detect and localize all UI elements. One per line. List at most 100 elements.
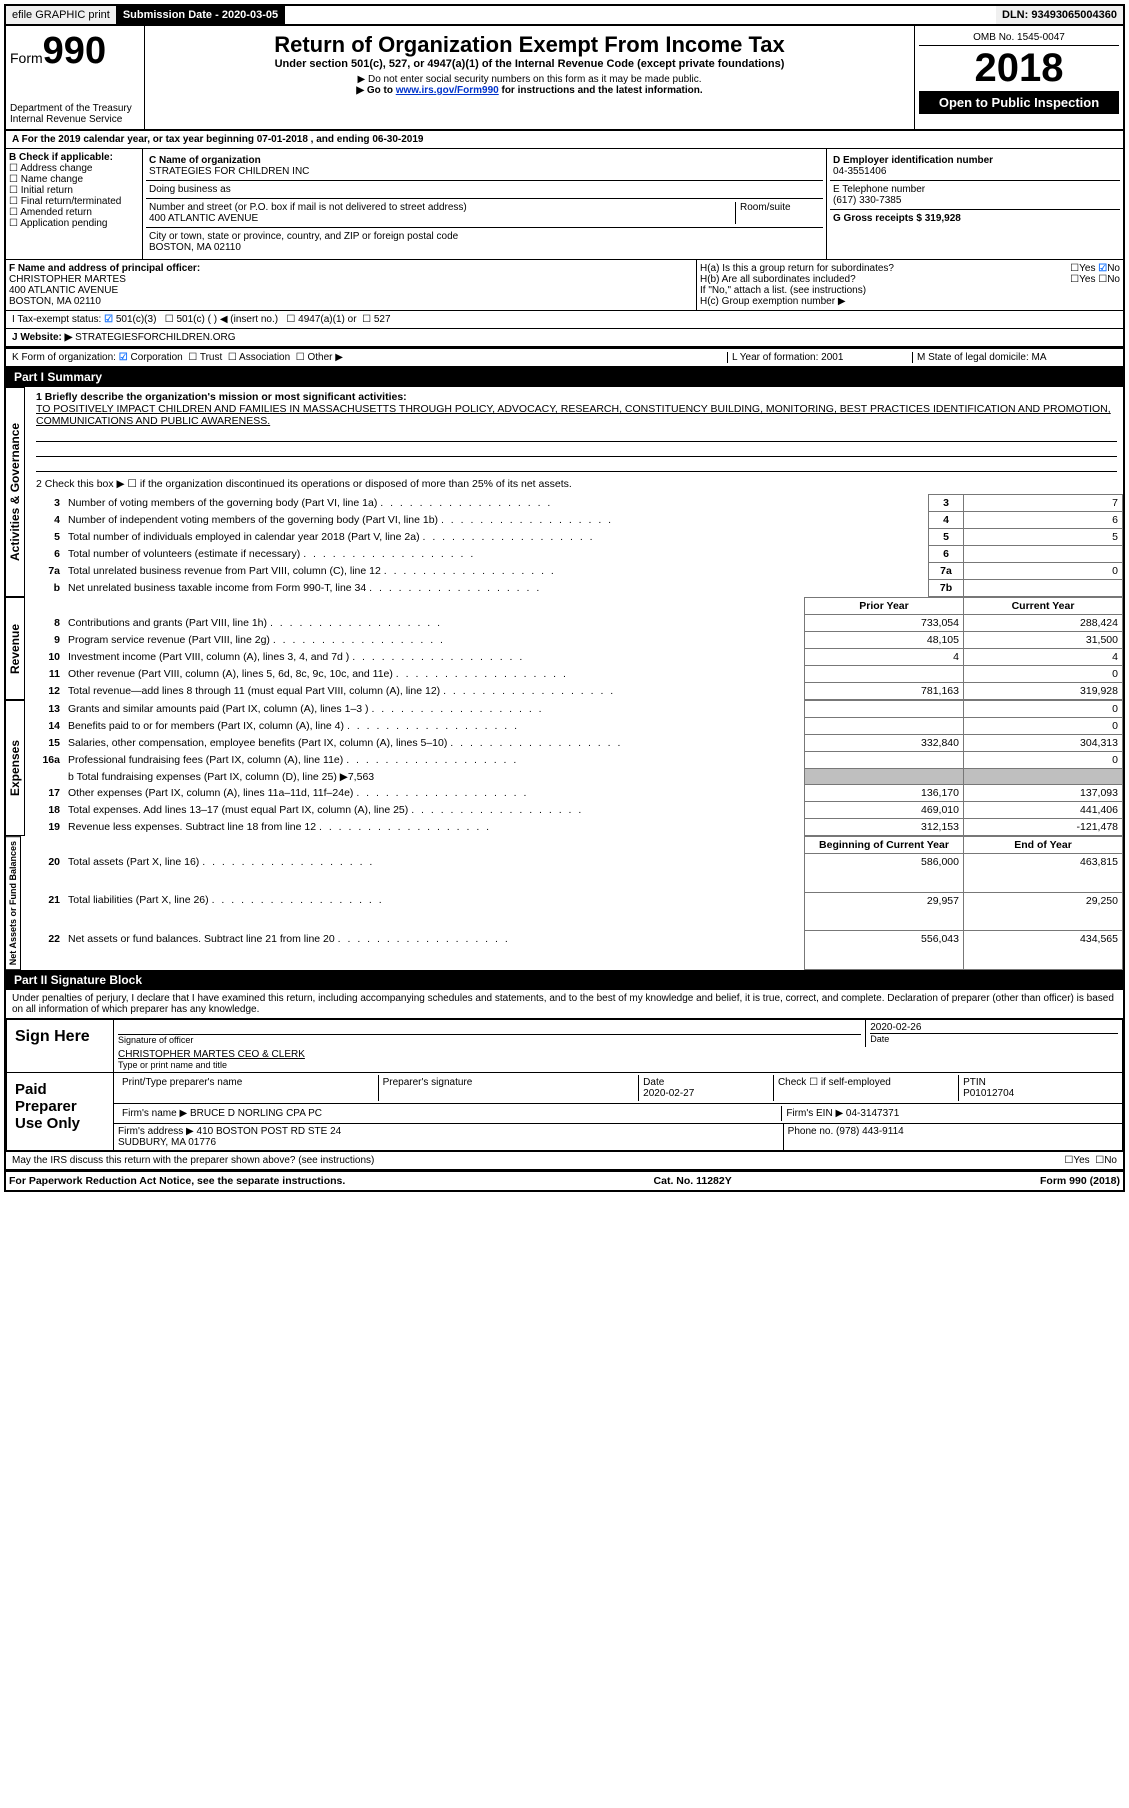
discuss-row: May the IRS discuss this return with the…	[6, 1152, 1123, 1170]
prep-sig-label: Preparer's signature	[379, 1075, 640, 1101]
tax-exempt-row: I Tax-exempt status: ☑ 501(c)(3) ☐ 501(c…	[6, 311, 1123, 329]
opt-name-change[interactable]: ☐ Name change	[9, 174, 139, 185]
subtitle: Under section 501(c), 527, or 4947(a)(1)…	[151, 58, 908, 70]
hdr-prior: Prior Year	[805, 598, 964, 615]
opt-final[interactable]: ☐ Final return/terminated	[9, 196, 139, 207]
footer-right: Form 990 (2018)	[1040, 1175, 1120, 1187]
opt-label: Final return/terminated	[21, 196, 122, 207]
box-de: D Employer identification number 04-3551…	[827, 149, 1123, 259]
opt-label: Address change	[20, 163, 92, 174]
opt-label: Application pending	[20, 218, 107, 229]
yes-label: Yes	[1079, 263, 1095, 274]
side-netassets: Net Assets or Fund Balances	[6, 836, 21, 970]
tax-year: 2018	[919, 46, 1119, 91]
name-label: C Name of organization	[149, 155, 820, 166]
part2-header: Part II Signature Block	[6, 970, 1123, 990]
no-label: No	[1107, 274, 1120, 285]
revenue-table: Prior Year Current Year 8Contributions a…	[30, 597, 1123, 700]
officer-label: F Name and address of principal officer:	[9, 263, 693, 274]
org-city: BOSTON, MA 02110	[149, 242, 820, 253]
note-goto-pre: ▶ Go to	[356, 85, 395, 96]
room-label: Room/suite	[735, 202, 820, 224]
part1-header: Part I Summary	[6, 367, 1123, 387]
phone-value: (617) 330-7385	[833, 195, 1117, 206]
footer: For Paperwork Reduction Act Notice, see …	[6, 1170, 1123, 1190]
tax-exempt-label: I Tax-exempt status:	[12, 314, 101, 325]
title-block: Return of Organization Exempt From Incom…	[145, 26, 915, 129]
omb-number: OMB No. 1545-0047	[919, 30, 1119, 46]
side-activities: Activities & Governance	[6, 387, 25, 597]
officer-group-block: F Name and address of principal officer:…	[6, 260, 1123, 311]
trust-label: Trust	[200, 352, 222, 363]
opt-501c3: 501(c)(3)	[116, 314, 157, 325]
revenue-section: Revenue Prior Year Current Year 8Contrib…	[6, 597, 1123, 700]
submission-date: Submission Date - 2020-03-05	[117, 6, 285, 24]
ha-label: H(a) Is this a group return for subordin…	[700, 263, 894, 274]
sig-date: 2020-02-26	[870, 1022, 1118, 1033]
footer-mid: Cat. No. 11282Y	[654, 1175, 732, 1187]
row-16b: b Total fundraising expenses (Part IX, c…	[64, 769, 805, 785]
opt-address-change[interactable]: ☐ Address change	[9, 163, 139, 174]
prep-date: 2020-02-27	[643, 1088, 694, 1099]
mission-text: TO POSITIVELY IMPACT CHILDREN AND FAMILI…	[36, 403, 1117, 427]
opt-initial[interactable]: ☐ Initial return	[9, 185, 139, 196]
note-ssn: ▶ Do not enter social security numbers o…	[151, 74, 908, 85]
hb-note: If "No," attach a list. (see instruction…	[700, 285, 1120, 296]
opt-amended[interactable]: ☐ Amended return	[9, 207, 139, 218]
opt-501c: 501(c) ( ) ◀ (insert no.)	[176, 314, 278, 325]
opt-label: Name change	[21, 174, 83, 185]
assoc-label: Association	[239, 352, 290, 363]
summary-section: Activities & Governance 1 Briefly descri…	[6, 387, 1123, 597]
website-row: J Website: ▶ STRATEGIESFORCHILDREN.ORG	[6, 329, 1123, 347]
discuss-label: May the IRS discuss this return with the…	[12, 1155, 374, 1166]
website-url: STRATEGIESFORCHILDREN.ORG	[75, 332, 235, 343]
state-domicile: M State of legal domicile: MA	[912, 352, 1117, 363]
penalty-text: Under penalties of perjury, I declare th…	[6, 990, 1123, 1018]
q2-checkbox-line: 2 Check this box ▶ ☐ if the organization…	[36, 478, 1117, 490]
opt-527: 527	[374, 314, 391, 325]
city-label: City or town, state or province, country…	[149, 231, 820, 242]
footer-left: For Paperwork Reduction Act Notice, see …	[9, 1175, 345, 1187]
note-goto-post: for instructions and the latest informat…	[499, 85, 703, 96]
summary-top-table: 3Number of voting members of the governi…	[30, 494, 1123, 597]
dln: DLN: 93493065004360	[996, 6, 1123, 24]
expenses-section: Expenses 13Grants and similar amounts pa…	[6, 700, 1123, 836]
dept-label: Department of the Treasury Internal Reve…	[10, 103, 140, 125]
opt-label: Amended return	[20, 207, 92, 218]
no-label: No	[1107, 263, 1120, 274]
other-label: Other ▶	[307, 352, 342, 363]
box-b: B Check if applicable: ☐ Address change …	[6, 149, 143, 259]
hdr-begin: Beginning of Current Year	[805, 837, 964, 854]
blank-line	[36, 442, 1117, 457]
form-container: efile GRAPHIC print Submission Date - 20…	[4, 4, 1125, 1192]
form-label: Form	[10, 50, 43, 66]
website-label: J Website: ▶	[12, 332, 72, 343]
klm-row: K Form of organization: ☑ Corporation ☐ …	[6, 347, 1123, 367]
ein-label: D Employer identification number	[833, 155, 1117, 166]
open-public-badge: Open to Public Inspection	[919, 91, 1119, 114]
blank-line	[36, 427, 1117, 442]
expenses-table: 13Grants and similar amounts paid (Part …	[30, 700, 1123, 836]
firm-ein: Firm's EIN ▶ 04-3147371	[782, 1106, 1118, 1121]
mission-label: 1 Briefly describe the organization's mi…	[36, 391, 1117, 403]
officer-addr: 400 ATLANTIC AVENUE BOSTON, MA 02110	[9, 285, 693, 307]
phone-label: E Telephone number	[833, 184, 1117, 195]
date-label: Date	[870, 1033, 1118, 1044]
instructions-link[interactable]: www.irs.gov/Form990	[396, 85, 499, 96]
firm-addr-label: Firm's address ▶	[118, 1126, 194, 1137]
period-line: A For the 2019 calendar year, or tax yea…	[6, 131, 1123, 149]
firm-name-label: Firm's name ▶	[122, 1108, 187, 1119]
firm-name: BRUCE D NORLING CPA PC	[190, 1108, 322, 1119]
entity-block: B Check if applicable: ☐ Address change …	[6, 149, 1123, 260]
sign-here-label: Sign Here	[7, 1020, 114, 1072]
ptin-value: P01012704	[963, 1088, 1014, 1099]
opt-pending[interactable]: ☐ Application pending	[9, 218, 139, 229]
hb-label: H(b) Are all subordinates included?	[700, 274, 856, 285]
addr-label: Number and street (or P.O. box if mail i…	[149, 202, 735, 213]
efile-label[interactable]: efile GRAPHIC print	[6, 6, 117, 24]
box-b-title: B Check if applicable:	[9, 152, 139, 163]
date-label: Date	[643, 1077, 664, 1088]
blank-line	[36, 457, 1117, 472]
side-expenses: Expenses	[6, 700, 25, 836]
officer-typed-name: CHRISTOPHER MARTES CEO & CLERK	[118, 1049, 1118, 1060]
